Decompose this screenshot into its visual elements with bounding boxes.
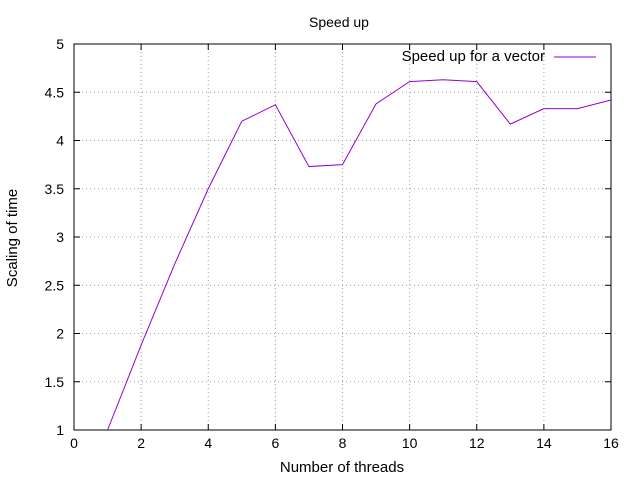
y-tick-label: 5	[56, 36, 64, 52]
y-tick-label: 1.5	[45, 374, 65, 390]
x-axis-label: Number of threads	[280, 459, 404, 476]
y-tick-label: 1	[56, 422, 64, 438]
x-tick-label: 6	[271, 435, 279, 451]
legend: Speed up for a vector	[402, 48, 596, 65]
chart-title: Speed up	[309, 14, 369, 30]
y-tick-label: 3.5	[45, 181, 65, 197]
y-axis-label: Scaling of time	[4, 189, 21, 287]
y-tick-label: 4.5	[45, 84, 65, 100]
y-tick-labels: 1 1.5 2 2.5 3 3.5 4 4.5 5	[45, 36, 65, 438]
axis-ticks	[73, 43, 612, 431]
grid	[74, 44, 611, 430]
x-tick-labels: 0 2 4 6 8 10 12 14 16	[70, 435, 619, 451]
x-tick-label: 0	[70, 435, 78, 451]
y-tick-label: 2.5	[45, 277, 65, 293]
x-tick-label: 16	[603, 435, 619, 451]
legend-label-series-0: Speed up for a vector	[402, 48, 545, 65]
x-tick-label: 4	[204, 435, 212, 451]
series	[107, 79, 612, 431]
y-tick-label: 4	[56, 133, 64, 149]
x-tick-label: 2	[137, 435, 145, 451]
x-tick-label: 10	[402, 435, 418, 451]
y-tick-label: 2	[56, 326, 64, 342]
x-tick-label: 8	[339, 435, 347, 451]
x-tick-label: 12	[469, 435, 485, 451]
y-tick-label: 3	[56, 229, 64, 245]
series-line-0	[107, 79, 612, 431]
x-tick-label: 14	[536, 435, 552, 451]
